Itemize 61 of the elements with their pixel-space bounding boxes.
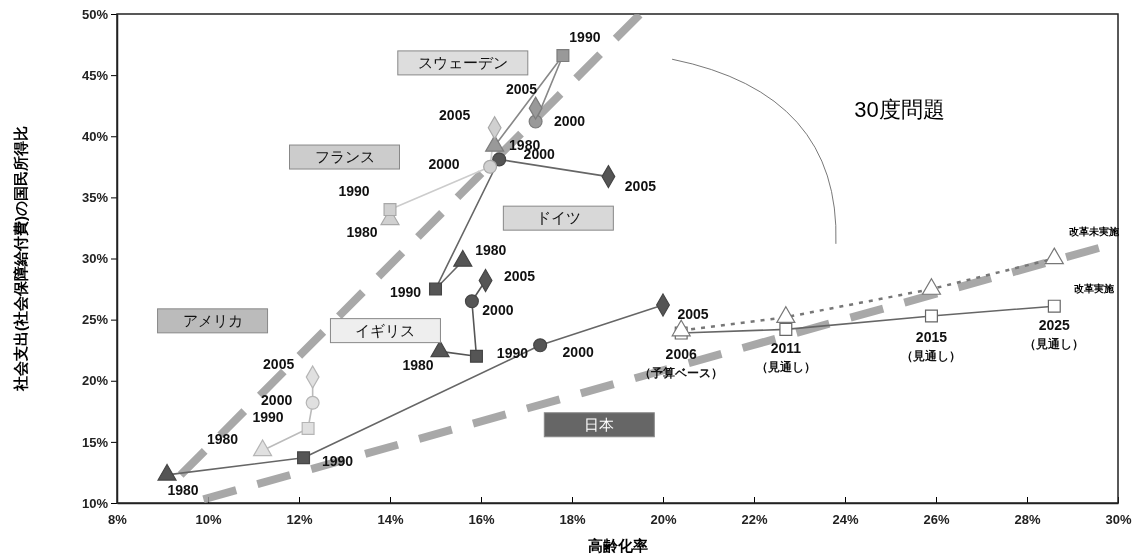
x-tick-label: 18% <box>559 512 586 528</box>
annotation: 2005 <box>677 305 709 322</box>
annotation: 1980 <box>167 481 199 498</box>
annotation: 2000 <box>554 112 586 129</box>
annotation: 2025 <box>1038 317 1071 334</box>
x-tick-label: 10% <box>195 512 222 528</box>
annotation: 2006 <box>665 346 697 363</box>
annotation: 2011 <box>770 340 802 357</box>
y-tick-label: 15% <box>81 434 109 450</box>
annotation: 2005 <box>503 267 536 284</box>
annotation: 1990 <box>569 28 601 45</box>
x-tick-label: 20% <box>650 512 677 528</box>
annotation: 1980 <box>402 357 434 374</box>
x-axis-title: 高齢化率 <box>587 537 648 554</box>
x-tick-label: 22% <box>741 512 768 528</box>
x-tick-label: 14% <box>377 512 404 528</box>
annotation: （見通し） <box>1024 337 1085 352</box>
annotation: （予算ベース） <box>639 366 724 381</box>
annotation: （見通し） <box>755 360 816 375</box>
annotation: 1990 <box>252 409 284 426</box>
annotation: （見通し） <box>901 348 962 363</box>
x-tick-label: 8% <box>108 512 128 528</box>
x-tick-label: 16% <box>468 512 495 528</box>
x-tick-label: 24% <box>832 512 859 528</box>
y-axis-title: 社会支出(社会保障給付費)の国民所得比 <box>12 126 29 392</box>
x-tick-label: 28% <box>1014 512 1041 528</box>
annotation: 1980 <box>346 224 378 241</box>
text: 日本 <box>584 415 615 433</box>
annotation: 2015 <box>915 328 948 345</box>
y-tick-label: 30% <box>81 251 109 267</box>
annotation: 2005 <box>506 81 538 98</box>
annotation: 1990 <box>496 345 529 362</box>
annotation: 1990 <box>338 182 370 199</box>
y-tick-label: 25% <box>81 312 109 328</box>
y-tick-label: 35% <box>81 190 109 206</box>
annotation: 30度問題 <box>854 96 945 122</box>
text: スウェーデン <box>417 53 508 71</box>
y-tick-label: 10% <box>81 495 109 511</box>
text: アメリカ <box>182 311 243 329</box>
x-tick-label: 30% <box>1105 512 1132 528</box>
y-tick-label: 45% <box>81 67 109 83</box>
x-tick-label: 26% <box>923 512 950 528</box>
y-tick-label: 20% <box>81 373 109 389</box>
annotation: 1990 <box>321 452 354 469</box>
annotation: 2000 <box>428 155 460 172</box>
series-label: イギリス <box>355 321 416 339</box>
annotation: 2000 <box>261 391 293 408</box>
annotation: 2000 <box>482 302 514 319</box>
annotation: 2005 <box>263 356 295 373</box>
text: フランス <box>314 148 375 166</box>
text: ドイツ <box>535 209 581 227</box>
y-tick-label: 40% <box>81 128 109 144</box>
annotation: 2000 <box>562 344 594 361</box>
annotation: 1990 <box>389 284 422 301</box>
x-tick-label: 12% <box>286 512 313 528</box>
annotation: 2005 <box>624 177 657 194</box>
series-label: 改革実施 <box>1074 283 1116 295</box>
annotation: 1980 <box>207 431 239 448</box>
annotation: 2005 <box>439 106 471 123</box>
annotation: 1980 <box>475 241 507 258</box>
y-tick-label: 50% <box>81 6 109 22</box>
